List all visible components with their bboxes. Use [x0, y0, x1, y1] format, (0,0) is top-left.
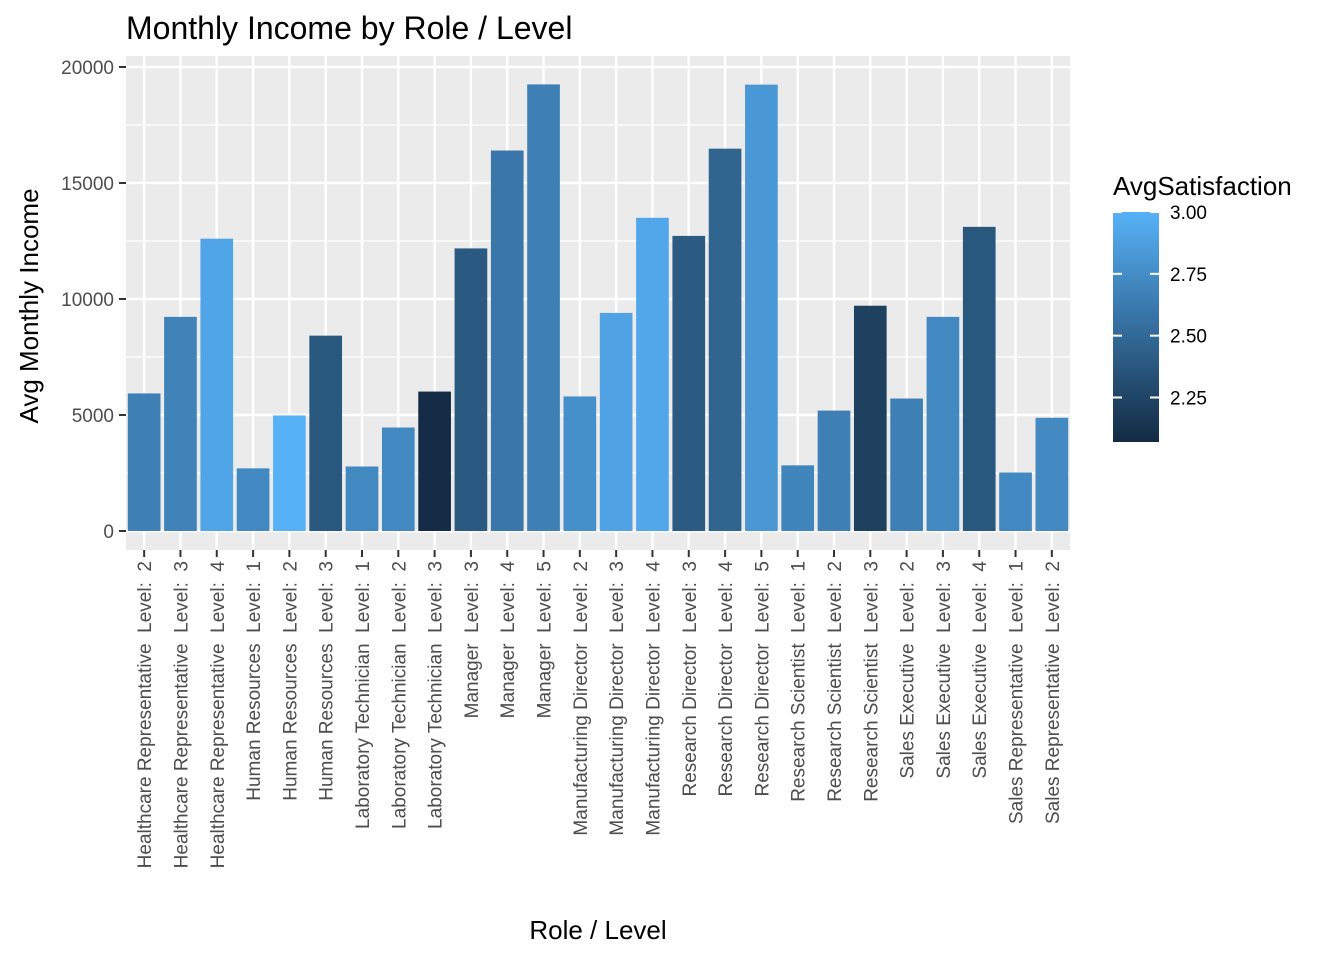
legend-tick-label: 3.00 — [1170, 203, 1207, 224]
y-tick-label: 15000 — [61, 174, 114, 195]
x-tick-label: Manager Level: 4 — [498, 561, 519, 719]
x-tick-label: Laboratory Technician Level: 1 — [353, 561, 374, 829]
x-tick-label: Human Resources Level: 2 — [280, 561, 301, 801]
legend-title: AvgSatisfaction — [1113, 171, 1292, 201]
legend-colorbar — [1113, 212, 1159, 442]
x-tick-label: Research Scientist Level: 2 — [825, 561, 846, 802]
bar — [1035, 417, 1069, 531]
bar — [490, 150, 524, 531]
bar — [345, 466, 379, 531]
chart-title: Monthly Income by Role / Level — [126, 10, 572, 46]
x-axis: Healthcare Representative Level: 2 Health… — [135, 550, 1064, 868]
x-tick-label: Laboratory Technician Level: 3 — [426, 561, 447, 829]
bar — [381, 427, 415, 531]
x-tick-label: Sales Representative Level: 2 — [1043, 561, 1064, 824]
x-tick-label: Research Scientist Level: 3 — [861, 561, 882, 802]
legend-tick-label: 2.75 — [1170, 265, 1207, 286]
bar — [236, 468, 270, 531]
bar — [890, 398, 923, 531]
bar — [745, 84, 778, 531]
y-tick-label: 0 — [103, 522, 114, 543]
x-tick-label: Sales Executive Level: 4 — [970, 561, 991, 779]
y-tick-label: 5000 — [72, 406, 114, 427]
legend-tick-label: 2.50 — [1170, 327, 1207, 348]
bar — [926, 316, 960, 531]
y-tick-label: 10000 — [61, 290, 114, 311]
bar — [708, 148, 742, 531]
x-tick-label: Research Director Level: 4 — [716, 561, 737, 797]
x-tick-label: Healthcare Representative Level: 3 — [171, 561, 192, 868]
x-axis-title: Role / Level — [529, 915, 666, 945]
bar — [636, 217, 669, 532]
y-axis-title: Avg Monthly Income — [14, 188, 44, 423]
legend-tick-label: 2.25 — [1170, 388, 1207, 409]
x-tick-label: Human Resources Level: 1 — [244, 561, 265, 801]
bar — [962, 226, 996, 531]
bar — [273, 415, 306, 531]
bar — [563, 396, 597, 531]
x-tick-label: Sales Executive Level: 2 — [898, 561, 919, 779]
x-tick-label: Research Scientist Level: 1 — [789, 561, 810, 802]
bar — [309, 335, 343, 531]
x-tick-label: Manufacturing Director Level: 4 — [643, 561, 664, 836]
bar — [672, 235, 706, 531]
x-tick-label: Manufacturing Director Level: 2 — [571, 561, 592, 836]
bar — [418, 391, 451, 531]
color-legend: AvgSatisfaction 2.25 2.50 2.75 3.00 — [1113, 171, 1292, 442]
x-tick-label: Manufacturing Director Level: 3 — [607, 561, 628, 836]
bar — [454, 248, 488, 531]
x-tick-label: Research Director Level: 5 — [752, 561, 773, 797]
bar — [127, 393, 161, 531]
x-tick-label: Laboratory Technician Level: 2 — [389, 561, 410, 829]
x-tick-label: Healthcare Representative Level: 2 — [135, 561, 156, 868]
bar — [527, 84, 560, 532]
x-tick-label: Sales Executive Level: 3 — [934, 561, 955, 779]
bar — [781, 465, 815, 531]
y-axis: 0 5000 10000 15000 20000 — [61, 58, 126, 543]
bar — [853, 305, 887, 531]
bar — [599, 312, 633, 531]
x-tick-label: Sales Representative Level: 1 — [1007, 561, 1028, 824]
x-tick-label: Human Resources Level: 3 — [317, 561, 338, 801]
x-tick-label: Manager Level: 3 — [462, 561, 483, 718]
bar — [817, 410, 851, 531]
x-tick-label: Healthcare Representative Level: 4 — [208, 561, 229, 869]
x-tick-label: Manager Level: 5 — [535, 561, 556, 718]
bars — [127, 84, 1069, 532]
bar — [164, 316, 197, 531]
y-tick-label: 20000 — [61, 58, 114, 79]
bar — [200, 238, 234, 531]
x-tick-label: Research Director Level: 3 — [680, 561, 701, 797]
bar — [999, 472, 1032, 531]
